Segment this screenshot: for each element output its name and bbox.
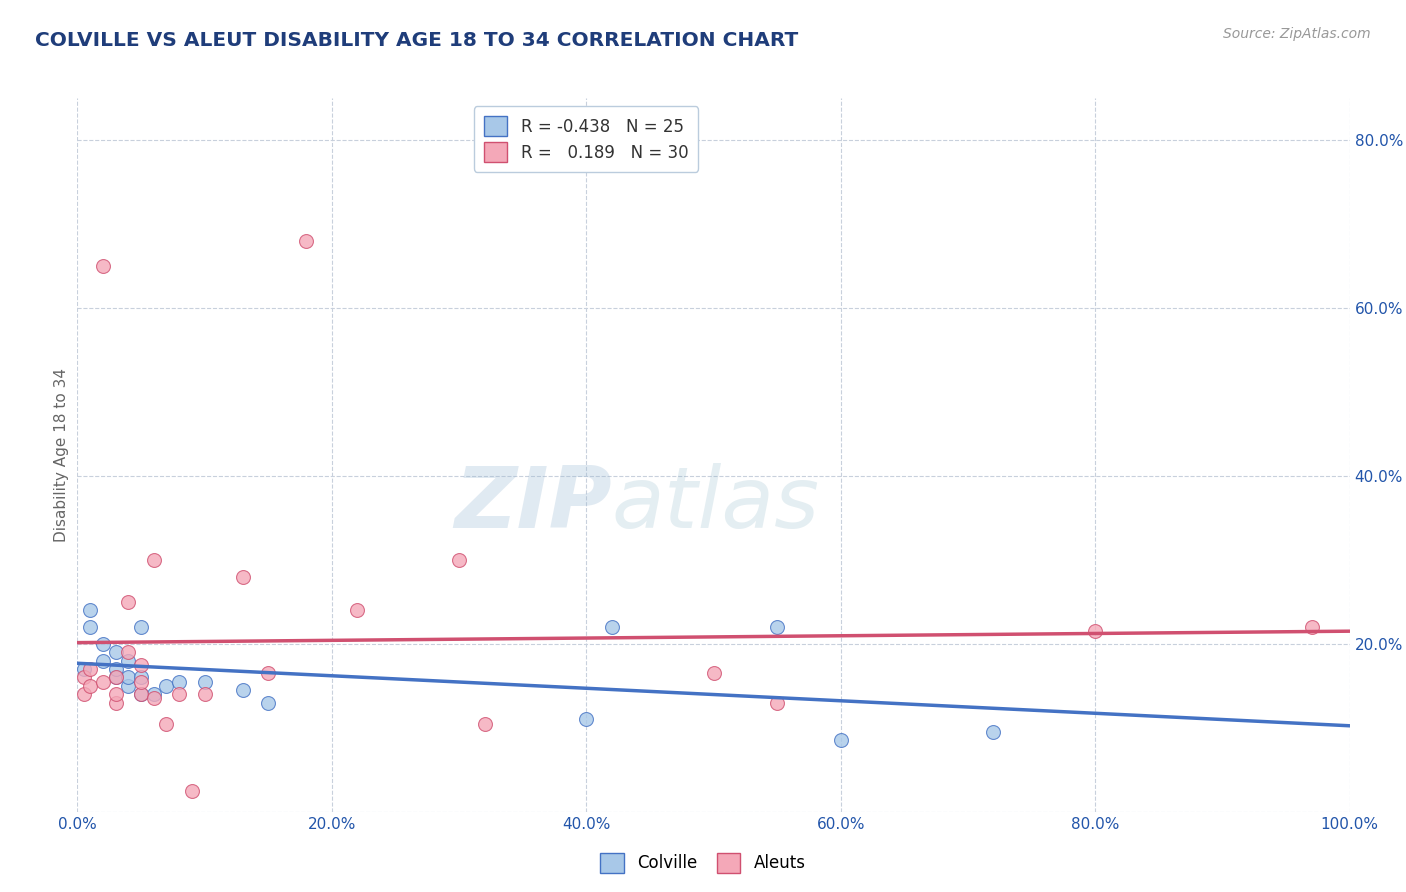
Point [129, 687, 152, 701]
Point [129, 670, 152, 684]
Point [194, 687, 217, 701]
Point [104, 687, 127, 701]
Point [155, 679, 177, 693]
Point [257, 696, 280, 710]
Point [703, 666, 725, 681]
Point [91, 637, 114, 651]
Point [474, 716, 496, 731]
Text: Source: ZipAtlas.com: Source: ZipAtlas.com [1223, 27, 1371, 41]
Y-axis label: Disability Age 18 to 34: Disability Age 18 to 34 [53, 368, 69, 542]
Point [79, 679, 101, 693]
Text: ZIP: ZIP [454, 463, 612, 547]
Point [104, 670, 127, 684]
Point [1301, 620, 1323, 634]
Point [766, 620, 789, 634]
Point [117, 654, 139, 668]
Point [129, 620, 152, 634]
Point [129, 687, 152, 701]
Point [104, 645, 127, 659]
Point [142, 691, 165, 706]
Point [73, 670, 96, 684]
Point [117, 670, 139, 684]
Point [91, 259, 114, 273]
Point [194, 674, 217, 689]
Point [155, 716, 177, 731]
Point [117, 645, 139, 659]
Point [142, 553, 165, 567]
Point [104, 662, 127, 676]
Point [167, 674, 190, 689]
Point [600, 620, 623, 634]
Point [129, 674, 152, 689]
Point [1084, 624, 1107, 639]
Point [232, 569, 254, 583]
Point [79, 620, 101, 634]
Point [575, 712, 598, 726]
Point [257, 666, 280, 681]
Point [983, 725, 1005, 739]
Legend: R = -0.438   N = 25, R =   0.189   N = 30: R = -0.438 N = 25, R = 0.189 N = 30 [474, 106, 699, 171]
Point [830, 733, 852, 747]
Point [73, 687, 96, 701]
Point [449, 553, 471, 567]
Point [142, 687, 165, 701]
Text: atlas: atlas [612, 463, 820, 547]
Point [104, 670, 127, 684]
Point [91, 654, 114, 668]
Point [117, 679, 139, 693]
Point [79, 603, 101, 617]
Point [91, 674, 114, 689]
Point [129, 657, 152, 672]
Point [117, 595, 139, 609]
Point [232, 683, 254, 698]
Point [766, 696, 789, 710]
Point [180, 783, 202, 797]
Point [73, 662, 96, 676]
Point [167, 687, 190, 701]
Text: COLVILLE VS ALEUT DISABILITY AGE 18 TO 34 CORRELATION CHART: COLVILLE VS ALEUT DISABILITY AGE 18 TO 3… [35, 31, 799, 50]
Legend: Colville, Aleuts: Colville, Aleuts [593, 847, 813, 880]
Point [346, 603, 368, 617]
Point [104, 696, 127, 710]
Point [295, 234, 318, 248]
Point [79, 662, 101, 676]
